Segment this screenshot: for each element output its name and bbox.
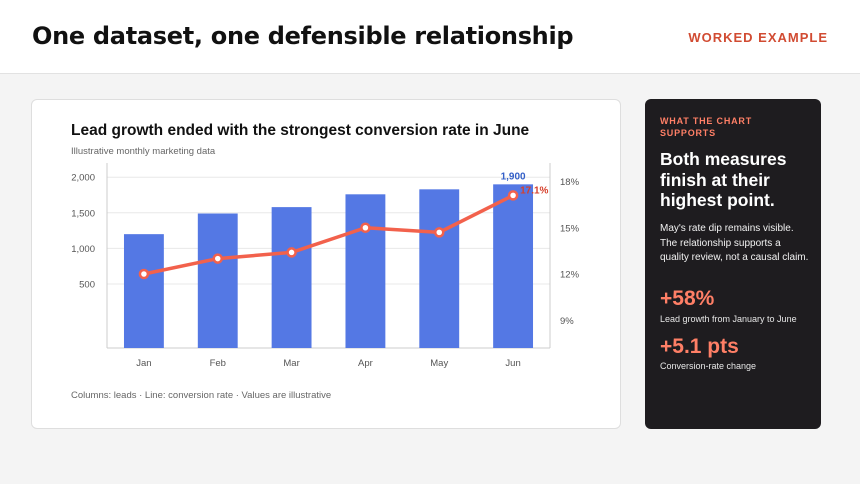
conversion-change-label: Conversion-rate change (660, 361, 757, 371)
bar-jun (493, 184, 534, 348)
y-left-tick-label: 500 (79, 279, 95, 290)
y-left-tick-label: 1,500 (71, 208, 95, 219)
bar-feb (197, 213, 238, 348)
lead-growth-stat: +58% (660, 287, 715, 310)
line-point-may (434, 227, 445, 238)
conversion-rate-line (142, 193, 515, 276)
line-point-jan (138, 268, 150, 280)
x-tick-label: Feb (210, 358, 226, 369)
bar-apr (345, 194, 386, 348)
combo-chart: 500 1,000 1,500 2,000 9% 12% 15% 18% 1,900 Jan Feb… (71, 163, 580, 369)
line-point-mar (286, 247, 297, 258)
lead-growth-label: Lead growth from January to June (660, 314, 797, 324)
insight-headline: Both measures finish at their highest po… (660, 149, 787, 210)
insight-panel: WHAT THE CHART SUPPORTS Both measures fi… (645, 99, 821, 429)
x-tick-label: Jan (136, 358, 151, 369)
x-tick-label: Apr (358, 358, 373, 369)
worked-example-tag: WORKED EXAMPLE (688, 30, 828, 45)
line-point-apr (360, 222, 371, 233)
bar-data-label: 1,900 (501, 171, 526, 182)
line-data-label: 17.1% (520, 185, 548, 196)
y-right-tick-label: 12% (560, 270, 580, 281)
bar-jan (123, 234, 164, 348)
chart-footnote: Columns: leads · Line: conversion rate ·… (71, 390, 332, 401)
bar-mar (271, 207, 312, 348)
header: One dataset, one defensible relationship… (0, 0, 860, 74)
bar-may (419, 189, 460, 348)
x-tick-label: May (430, 358, 448, 369)
chart-subtitle: Illustrative monthly marketing data (71, 146, 216, 157)
chart-card: 500 1,000 1,500 2,000 9% 12% 15% 18% 1,900 Jan Feb… (31, 99, 621, 429)
line-point-jun (507, 190, 519, 201)
y-left-tick-label: 1,000 (71, 244, 95, 255)
y-right-tick-label: 9% (560, 316, 574, 327)
conversion-change-stat: +5.1 pts (660, 335, 739, 358)
line-point-feb (212, 253, 223, 264)
y-right-tick-label: 18% (560, 177, 580, 188)
chart-title: Lead growth ended with the strongest con… (71, 122, 530, 139)
y-left-tick-label: 2,000 (71, 173, 95, 184)
y-right-tick-label: 15% (560, 223, 580, 234)
insight-body: May's rate dip remains visible. The rela… (660, 223, 809, 263)
x-tick-label: Mar (283, 358, 299, 369)
x-tick-label: Jun (505, 358, 520, 369)
insight-kicker: WHAT THE CHART SUPPORTS (660, 116, 753, 138)
page-title: One dataset, one defensible relationship (32, 22, 574, 50)
